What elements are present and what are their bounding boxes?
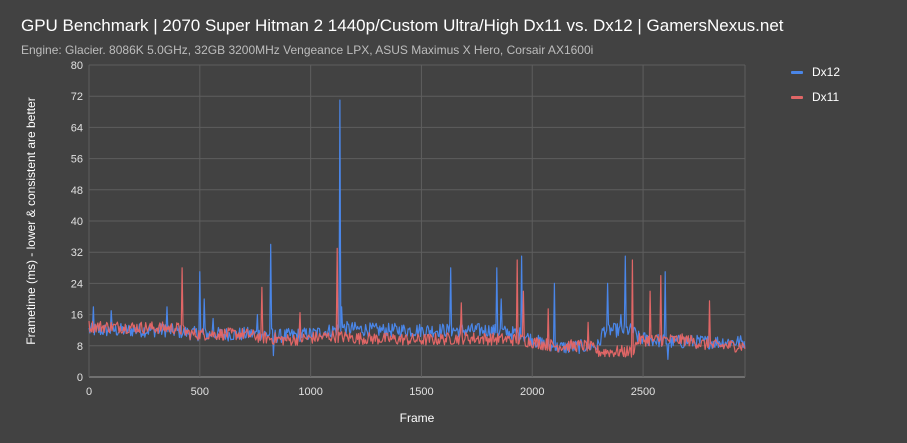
y-tick-label: 48 [71, 185, 83, 197]
legend-label-dx12: Dx12 [812, 65, 841, 79]
y-tick-label: 72 [71, 91, 83, 103]
series-dx12 [88, 99, 746, 360]
series-layer [88, 99, 746, 360]
y-tick-label: 8 [77, 341, 83, 353]
y-tick-label: 24 [71, 278, 83, 290]
legend-item-dx12[interactable]: Dx12 [791, 64, 840, 80]
chart-title: GPU Benchmark | 2070 Super Hitman 2 1440… [21, 16, 784, 35]
x-tick-label: 1000 [298, 386, 322, 398]
x-tick-label: 1500 [409, 386, 433, 398]
legend: Dx12 Dx11 [791, 64, 840, 114]
series-dx11 [88, 247, 746, 358]
y-tick-label: 0 [77, 372, 83, 384]
y-tick-label: 56 [71, 154, 83, 166]
x-tick-label: 0 [86, 386, 92, 398]
legend-swatch-dx11 [791, 95, 803, 99]
legend-item-dx11[interactable]: Dx11 [791, 89, 840, 105]
axes: 0 8 16 24 32 40 48 56 64 72 80 0 500 1000 1500 2000 2500 [71, 60, 656, 398]
y-tick-label: 32 [71, 247, 83, 259]
chart-subtitle: Engine: Glacier. 8086K 5.0GHz, 32GB 3200… [21, 43, 594, 57]
y-tick-label: 40 [71, 216, 83, 228]
y-tick-label: 64 [71, 122, 83, 134]
x-tick-label: 2500 [631, 386, 655, 398]
grid-lines [88, 64, 746, 378]
y-tick-label: 80 [71, 60, 83, 72]
series-line-dx11 [88, 247, 746, 358]
y-axis-label: Frametime (ms) - lower & consistent are … [24, 97, 38, 344]
series-line-dx12 [88, 99, 746, 360]
y-tick-label: 16 [71, 310, 83, 322]
x-axis-label: Frame [400, 411, 435, 425]
legend-label-dx11: Dx11 [812, 90, 840, 104]
legend-swatch-dx12 [791, 70, 803, 74]
x-tick-label: 2000 [520, 386, 544, 398]
x-tick-label: 500 [191, 386, 209, 398]
